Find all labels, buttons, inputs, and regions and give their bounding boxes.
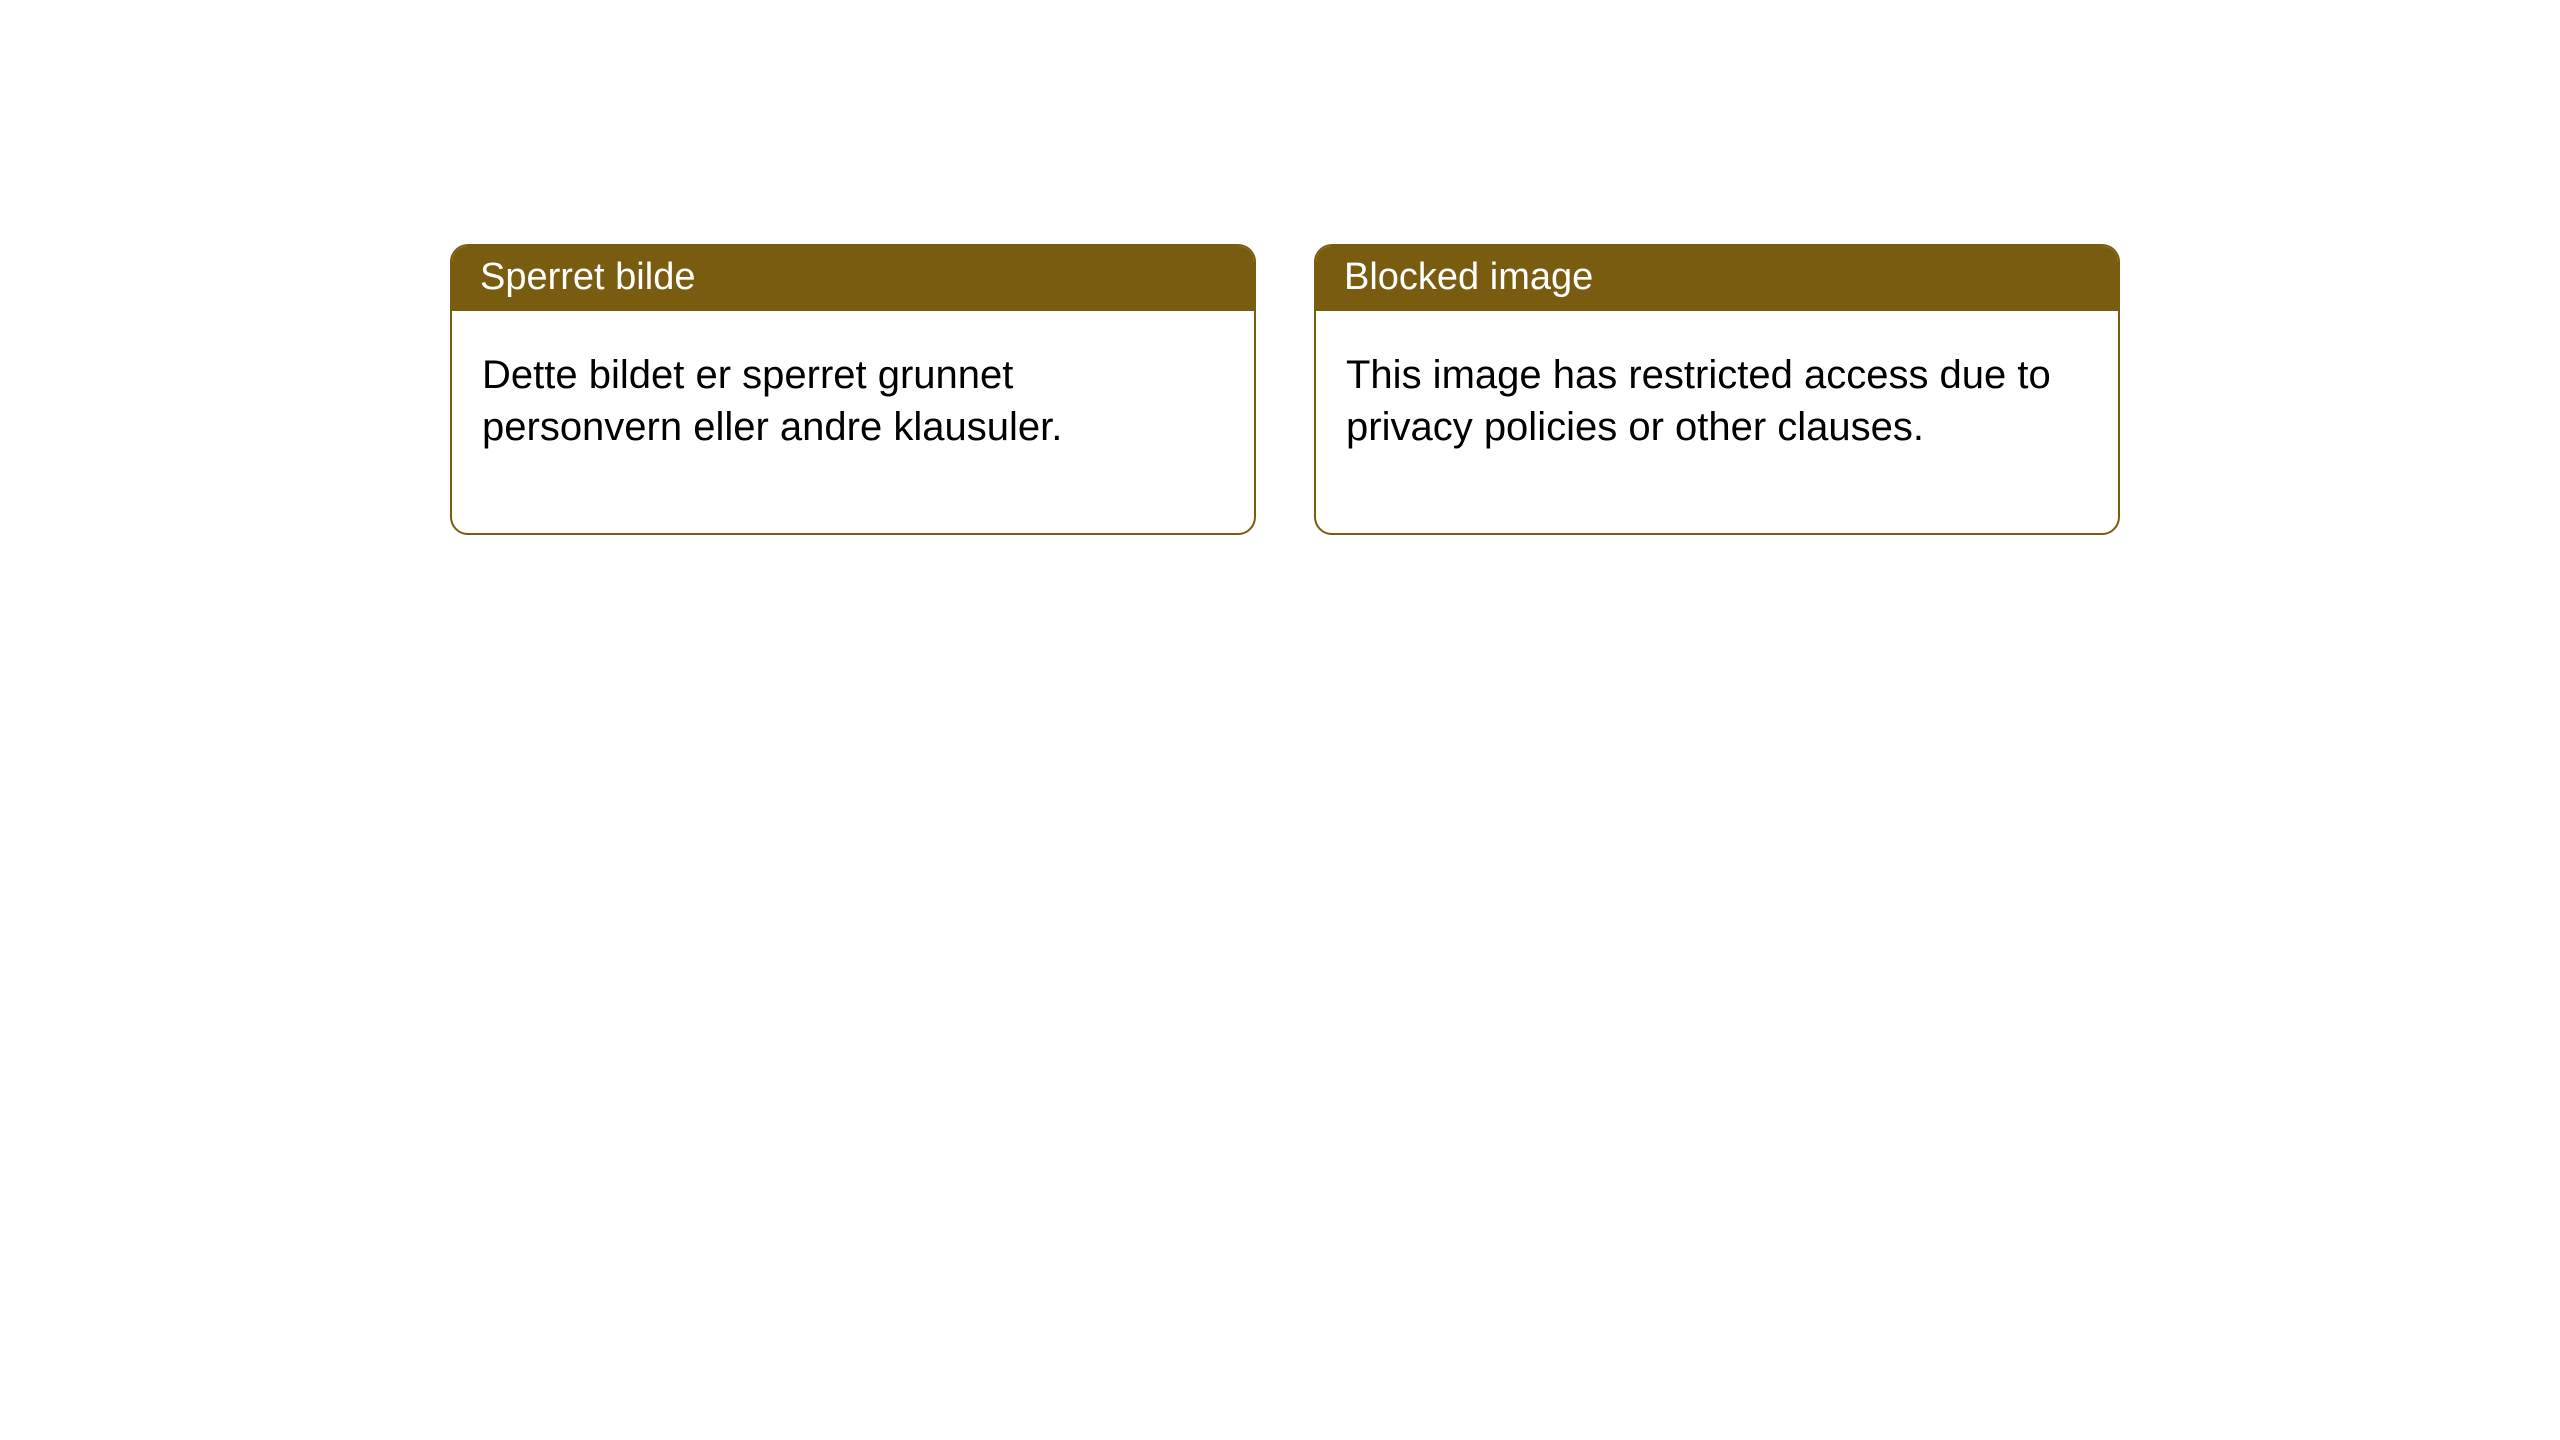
notice-body: This image has restricted access due to … [1316, 311, 2118, 533]
notice-header: Blocked image [1316, 246, 2118, 311]
notice-container: Sperret bilde Dette bildet er sperret gr… [0, 0, 2560, 535]
notice-card-english: Blocked image This image has restricted … [1314, 244, 2120, 535]
notice-header: Sperret bilde [452, 246, 1254, 311]
notice-card-norwegian: Sperret bilde Dette bildet er sperret gr… [450, 244, 1256, 535]
notice-body: Dette bildet er sperret grunnet personve… [452, 311, 1254, 533]
